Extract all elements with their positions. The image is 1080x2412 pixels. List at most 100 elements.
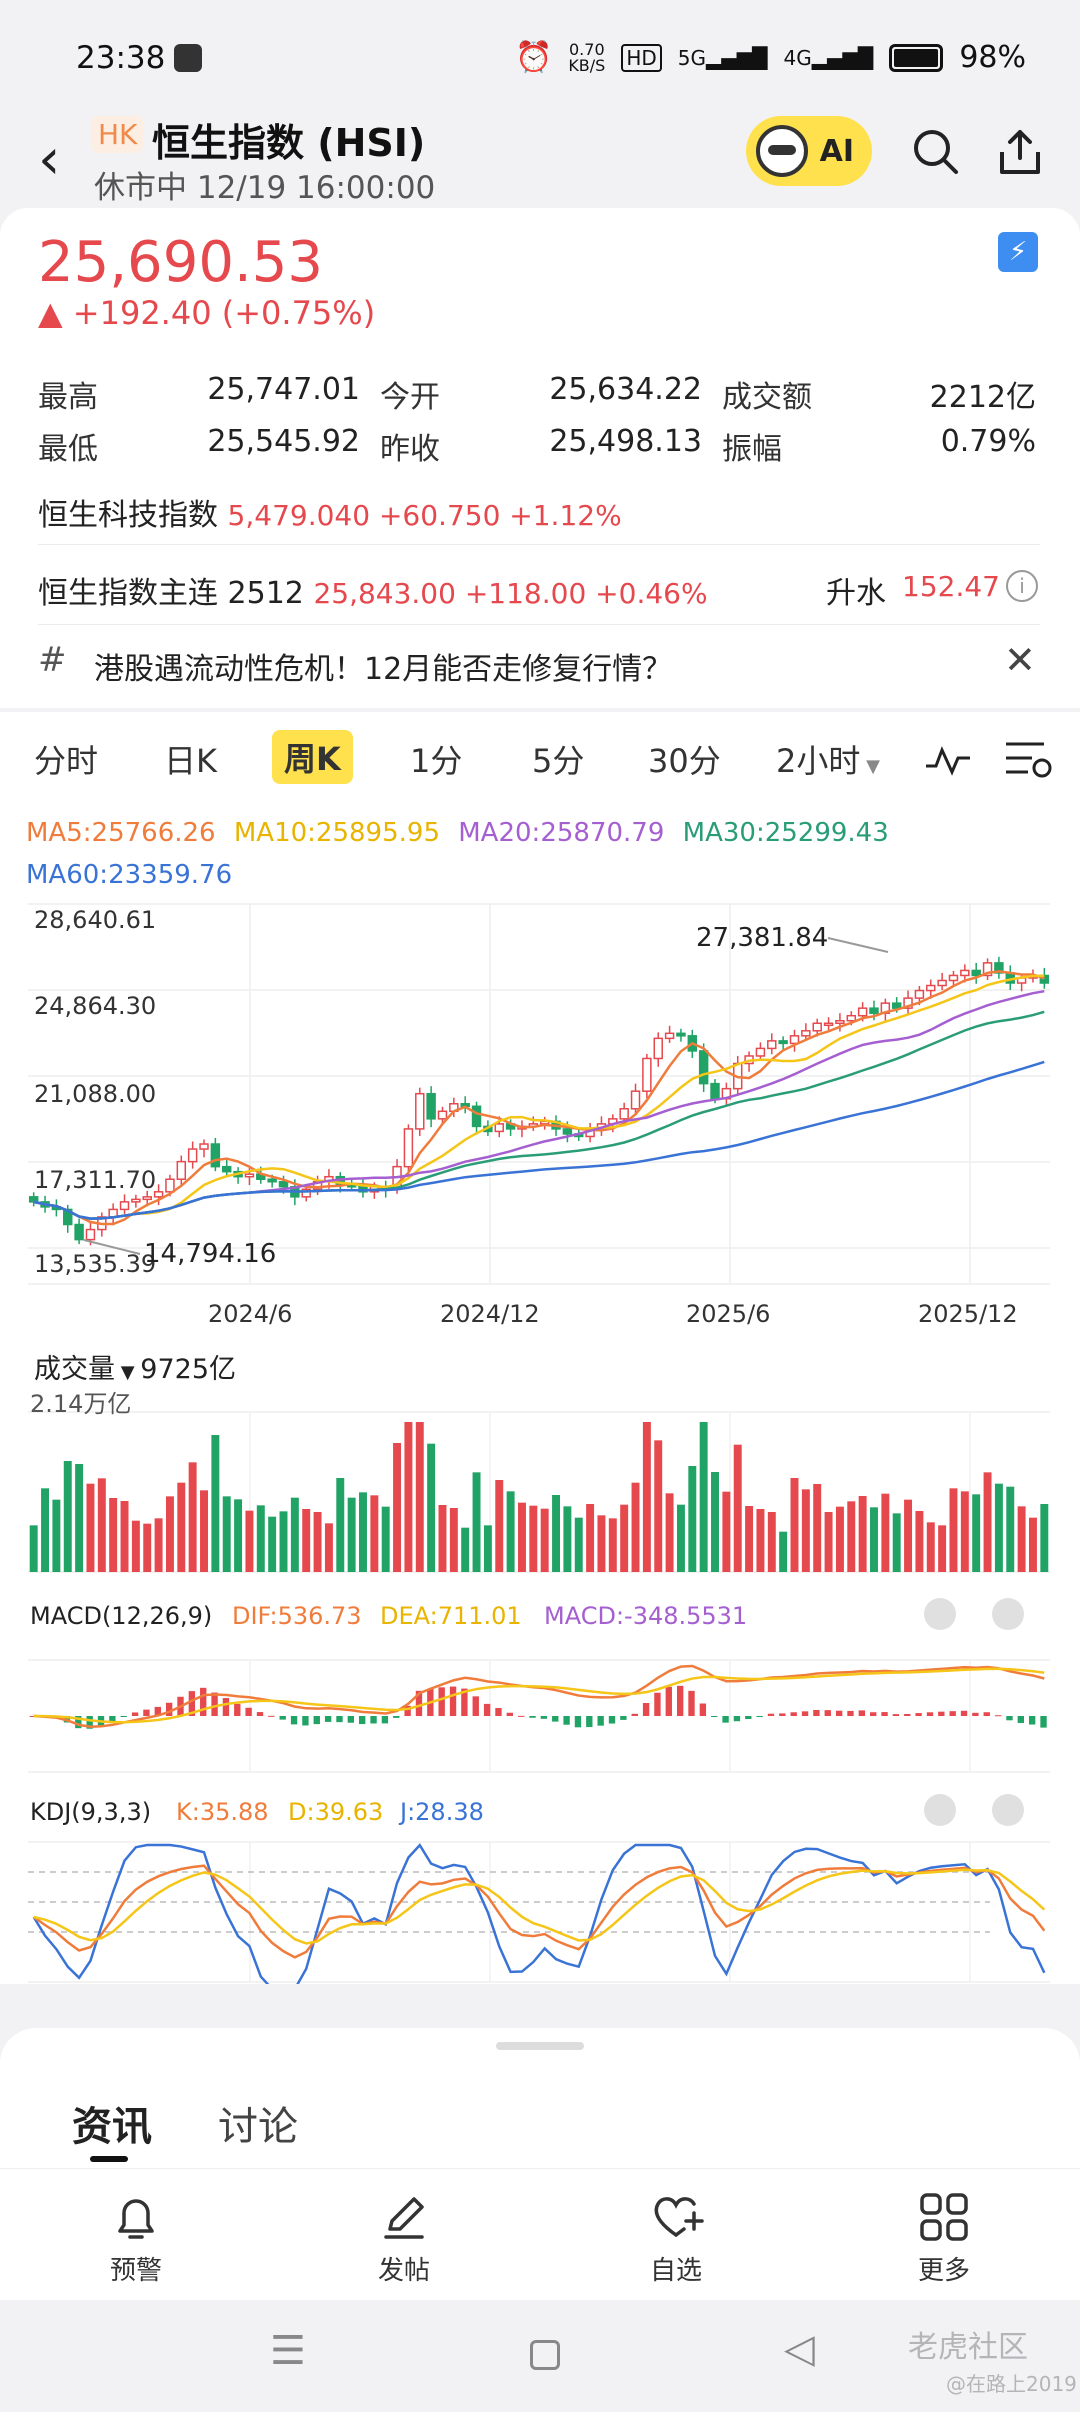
volume-bar <box>631 1482 640 1572</box>
candle <box>642 1057 652 1092</box>
tab-1min[interactable]: 1分 <box>410 742 463 780</box>
close-icon[interactable] <box>992 1794 1024 1826</box>
nav-post[interactable]: 发帖 <box>334 2169 474 2301</box>
volume-bar <box>427 1443 436 1572</box>
volume-bar <box>722 1491 731 1572</box>
volume-bar <box>63 1461 72 1572</box>
volume-bar <box>449 1508 458 1572</box>
candle <box>755 1047 766 1057</box>
macd-bar <box>529 1716 536 1718</box>
home-icon[interactable] <box>530 2340 560 2370</box>
macd-bar <box>131 1712 139 1716</box>
tab-discuss[interactable]: 讨论 <box>218 2104 298 2150</box>
candle <box>994 962 1004 974</box>
tab-5min[interactable]: 5分 <box>532 742 585 780</box>
volume-bar <box>517 1502 526 1572</box>
tech-index-row[interactable]: 恒生科技指数 5,479.040 +60.750 +1.12% <box>38 490 622 534</box>
candle <box>301 1188 311 1198</box>
macd-bar <box>665 1686 672 1716</box>
sheet-handle[interactable] <box>496 2042 584 2050</box>
volume-bar <box>949 1488 958 1572</box>
macd-bar <box>994 1715 1002 1717</box>
close-icon[interactable]: ✕ <box>1004 638 1036 682</box>
tab-news[interactable]: 资讯 <box>72 2104 152 2150</box>
lightning-icon[interactable]: ⚡ <box>998 232 1038 272</box>
tab-daily[interactable]: 日K <box>164 742 217 780</box>
pin-icon[interactable] <box>924 1598 956 1630</box>
macd-bar <box>1006 1716 1013 1721</box>
volume-label[interactable]: 成交量 ▼ 9725亿 <box>34 1354 236 1385</box>
volume-bar <box>756 1509 765 1572</box>
back-nav-icon[interactable]: ◁ <box>784 2326 815 2372</box>
macd-bar <box>745 1716 752 1720</box>
volume-bar <box>563 1506 572 1572</box>
candle <box>426 1092 436 1120</box>
divider <box>38 544 1040 545</box>
ma5-label: MA5:25766.26 <box>26 818 216 848</box>
volume-bar <box>552 1495 561 1572</box>
back-icon[interactable]: ‹ <box>38 127 61 192</box>
candle <box>789 1035 800 1045</box>
search-icon[interactable] <box>910 126 962 178</box>
candle <box>710 1082 720 1100</box>
tab-indicator <box>90 2156 128 2162</box>
share-icon[interactable] <box>994 126 1046 178</box>
volume-bar <box>847 1501 856 1572</box>
nav-more[interactable]: 更多 <box>874 2169 1014 2301</box>
macd-bar <box>597 1716 604 1726</box>
volume-bar <box>994 1483 1003 1572</box>
pin-icon[interactable] <box>924 1794 956 1826</box>
ma10-line <box>33 974 1045 1220</box>
tab-2hour[interactable]: 2小时 ▼ <box>776 742 880 780</box>
settings-icon[interactable] <box>1004 738 1052 782</box>
stat-turnover-value: 2212亿 <box>929 380 1036 415</box>
macd-bar <box>200 1687 207 1716</box>
close-icon[interactable] <box>992 1598 1024 1630</box>
candle <box>403 1128 414 1168</box>
macd-bar <box>642 1702 650 1716</box>
info-icon[interactable]: i <box>1006 570 1038 602</box>
tab-intraday[interactable]: 分时 <box>34 742 99 780</box>
news-headline[interactable]: 港股遇流动性危机！12月能否走修复行情？ <box>94 652 673 687</box>
macd-bar <box>75 1716 82 1729</box>
tab-30min[interactable]: 30分 <box>648 742 721 780</box>
d-line <box>33 1868 1046 1945</box>
volume-bar <box>506 1491 515 1572</box>
indicator-icon[interactable] <box>924 742 972 778</box>
volume-bar <box>586 1504 595 1572</box>
chart-panel: 分时 日K 周K 1分 5分 30分 2小时 ▼ MA5:25766.26 MA… <box>0 712 1080 1984</box>
kline-chart[interactable]: 28,640.61 24,864.30 21,088.00 17,311.70 … <box>0 892 1080 1984</box>
stat-open-label: 今开 <box>380 380 440 415</box>
high-annotation-line <box>827 937 889 953</box>
future-row[interactable]: 恒生指数主连 2512 25,843.00 +118.00 +0.46% <box>38 568 708 612</box>
stat-amplitude-value: 0.79% <box>940 424 1036 459</box>
volume-bar <box>109 1498 118 1572</box>
volume-bar <box>313 1512 322 1572</box>
stat-low-label: 最低 <box>38 432 98 467</box>
volume-bar <box>711 1472 719 1572</box>
ai-button[interactable]: AI <box>746 116 872 186</box>
y-tick: 13,535.39 <box>34 1250 156 1278</box>
macd-bar <box>1040 1716 1047 1728</box>
last-price: 25,690.53 <box>38 230 324 295</box>
menu-icon[interactable]: ☰ <box>270 2328 306 2374</box>
macd-bar <box>370 1716 377 1724</box>
ai-label: AI <box>819 133 854 169</box>
nav-watchlist[interactable]: 自选 <box>606 2169 746 2301</box>
kdj-title: KDJ(9,3,3) <box>30 1798 151 1826</box>
macd-bar <box>563 1716 570 1725</box>
x-tick: 2025/6 <box>686 1300 770 1328</box>
market-badge: HK <box>92 116 144 153</box>
macd-bar <box>347 1716 355 1723</box>
macd-bar <box>983 1712 990 1716</box>
macd-bar <box>143 1709 150 1716</box>
candle <box>437 1110 448 1120</box>
y-tick: 24,864.30 <box>34 992 156 1020</box>
volume-bars <box>29 1422 1049 1572</box>
candle <box>210 1143 221 1168</box>
x-tick: 2024/6 <box>208 1300 292 1328</box>
nav-alert[interactable]: 预警 <box>66 2169 206 2301</box>
tab-weekly[interactable]: 周K <box>272 730 353 784</box>
macd-bar <box>949 1711 956 1716</box>
macd-bar <box>1017 1716 1024 1723</box>
